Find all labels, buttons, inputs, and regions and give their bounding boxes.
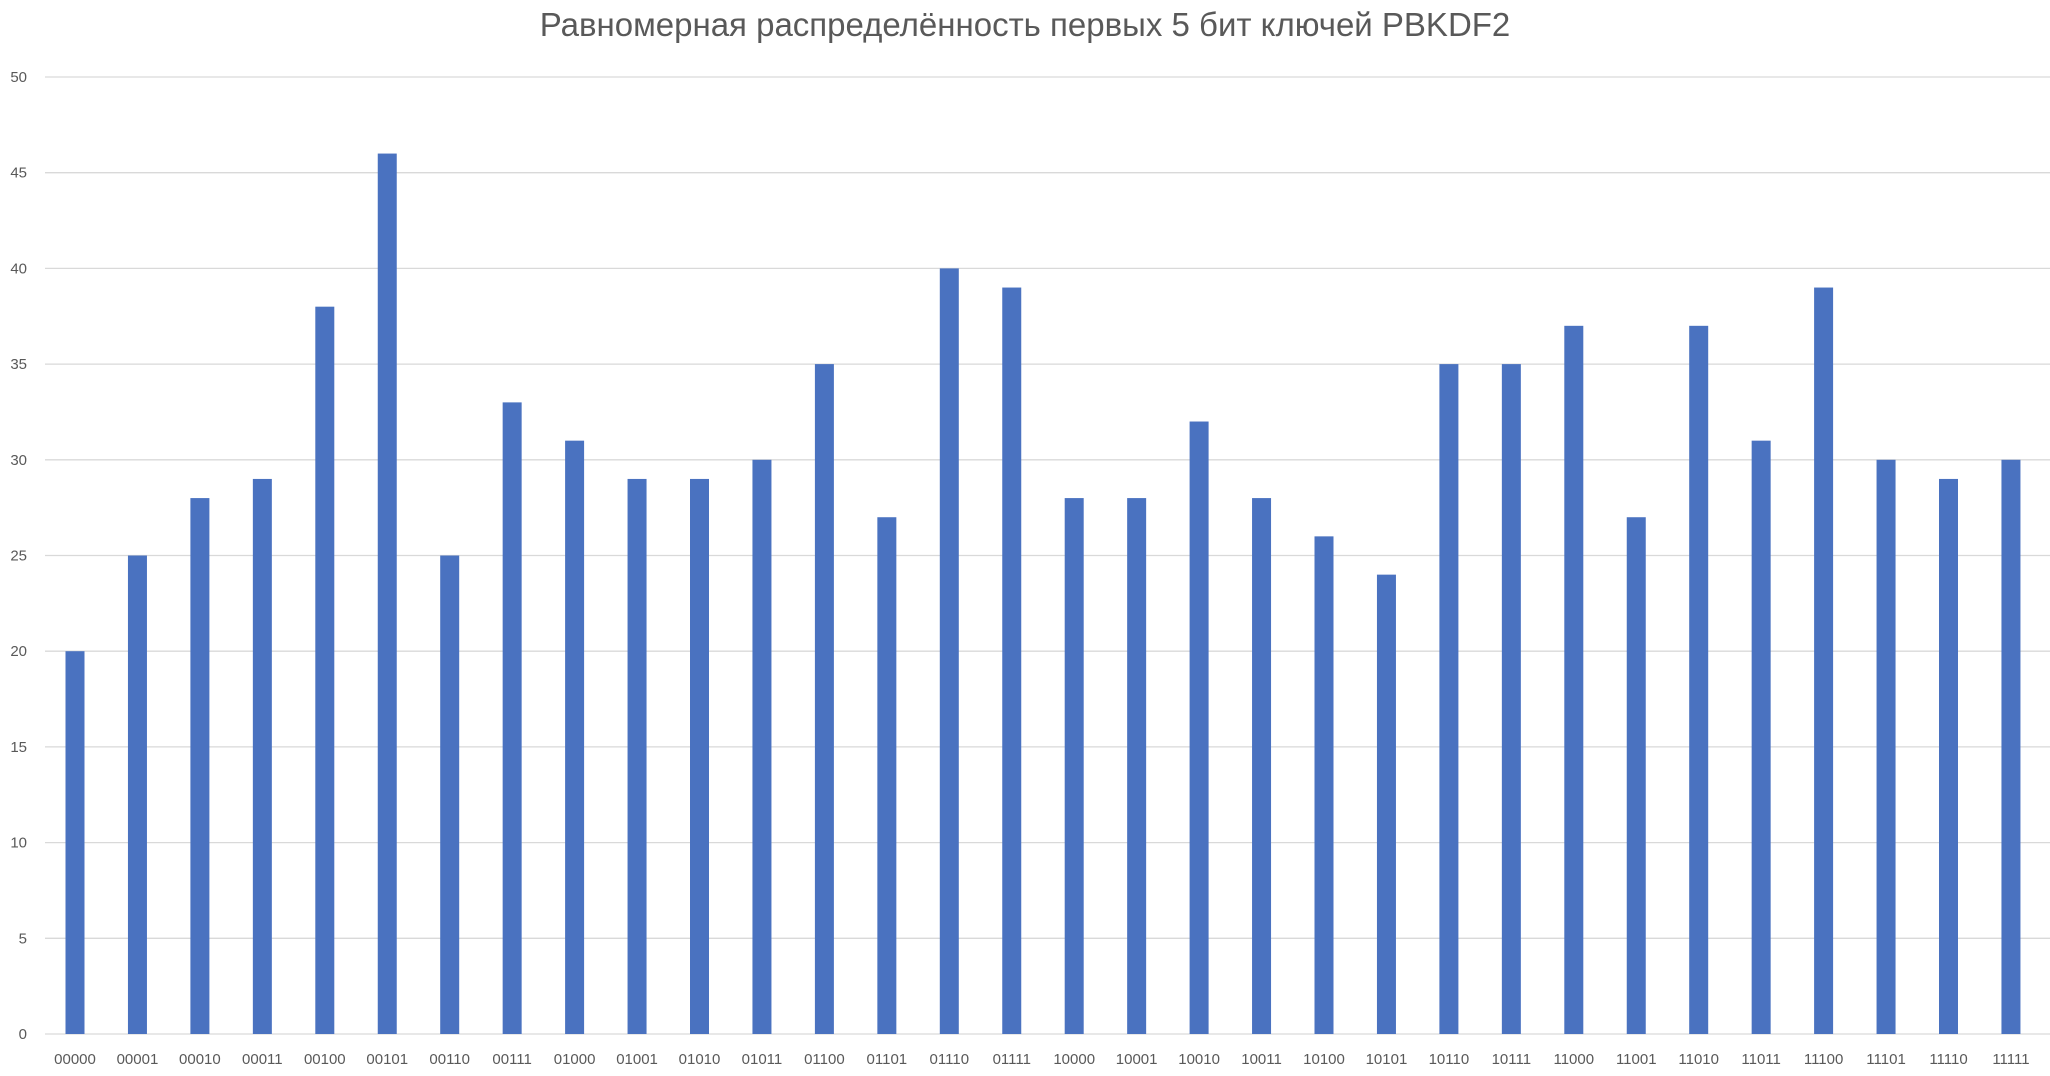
bar-01001 xyxy=(627,478,647,1034)
bar-10010 xyxy=(1189,421,1209,1034)
bar-11001 xyxy=(1626,517,1646,1034)
x-tick-label: 10111 xyxy=(1492,1051,1532,1068)
y-axis-ticks: 0 5 10 15 20 25 30 35 40 45 50 xyxy=(10,69,27,1043)
x-tick-label: 10101 xyxy=(1366,1051,1408,1068)
bar-01110 xyxy=(939,268,959,1034)
x-tick-label: 00010 xyxy=(179,1051,221,1068)
bar-10000 xyxy=(1064,498,1084,1035)
x-tick-label: 10000 xyxy=(1053,1051,1095,1068)
x-tick-label: 10110 xyxy=(1429,1051,1470,1068)
x-tick-label: 01011 xyxy=(742,1051,783,1068)
x-tick-label: 11001 xyxy=(1616,1051,1657,1068)
bar-01010 xyxy=(690,478,709,1034)
bar-11000 xyxy=(1564,325,1584,1034)
x-tick-label: 00001 xyxy=(117,1051,159,1068)
y-tick-label: 15 xyxy=(10,739,27,756)
x-tick-label: 00100 xyxy=(304,1051,346,1068)
bar-10001 xyxy=(1127,498,1147,1035)
bar-10111 xyxy=(1501,364,1521,1035)
bar-00110 xyxy=(440,555,460,1034)
bar-00000 xyxy=(65,651,85,1034)
x-tick-label: 11111 xyxy=(1992,1051,2029,1068)
y-tick-label: 10 xyxy=(10,835,27,852)
x-tick-label: 11101 xyxy=(1866,1051,1906,1068)
bar-11101 xyxy=(1876,459,1896,1034)
x-tick-label: 01001 xyxy=(616,1051,658,1068)
x-tick-label: 00101 xyxy=(366,1051,408,1068)
x-tick-label: 01010 xyxy=(679,1051,721,1068)
x-tick-label: 01100 xyxy=(804,1051,845,1068)
bar-11010 xyxy=(1689,325,1709,1034)
y-tick-label: 40 xyxy=(10,260,27,277)
y-tick-label: 50 xyxy=(10,69,27,86)
bar-11110 xyxy=(1939,478,1958,1034)
bar-10110 xyxy=(1439,364,1459,1035)
gridlines xyxy=(45,76,2050,1035)
x-tick-label: 00000 xyxy=(54,1051,96,1068)
y-tick-label: 45 xyxy=(10,165,27,182)
x-tick-label: 01110 xyxy=(930,1051,970,1068)
x-tick-label: 11011 xyxy=(1741,1051,1781,1068)
bar-10100 xyxy=(1314,536,1334,1034)
x-axis-ticks: 00000 00001 00010 00011 00100 00101 00110 00111… xyxy=(54,1051,2029,1068)
bar-00011 xyxy=(252,478,272,1034)
y-tick-label: 25 xyxy=(10,548,27,565)
x-tick-label: 10100 xyxy=(1303,1051,1345,1068)
bar-01101 xyxy=(877,517,897,1034)
y-tick-label: 20 xyxy=(10,643,27,660)
x-tick-label: 00011 xyxy=(242,1051,283,1068)
bar-01011 xyxy=(752,459,772,1034)
bar-01111 xyxy=(1002,287,1022,1034)
x-tick-label: 01101 xyxy=(867,1051,908,1068)
y-tick-label: 35 xyxy=(10,356,27,373)
bar-00101 xyxy=(377,153,397,1034)
bar-11011 xyxy=(1751,440,1771,1034)
bar-10101 xyxy=(1376,574,1396,1034)
x-tick-label: 00111 xyxy=(492,1051,532,1068)
bar-00111 xyxy=(502,402,522,1034)
bar-01100 xyxy=(814,364,834,1035)
x-tick-label: 11000 xyxy=(1553,1051,1594,1068)
x-tick-label: 10011 xyxy=(1241,1051,1282,1068)
x-tick-label: 10010 xyxy=(1178,1051,1220,1068)
x-tick-label: 11010 xyxy=(1678,1051,1719,1068)
bar-00010 xyxy=(190,498,210,1035)
x-tick-label: 01111 xyxy=(993,1051,1031,1068)
bar-10011 xyxy=(1252,498,1272,1035)
chart-title: Равномерная распределённость первых 5 би… xyxy=(539,6,1511,43)
x-tick-label: 10001 xyxy=(1116,1051,1158,1068)
y-tick-label: 5 xyxy=(19,930,27,947)
y-tick-label: 30 xyxy=(10,452,27,469)
x-tick-label: 11110 xyxy=(1929,1051,1967,1068)
x-tick-label: 00110 xyxy=(429,1051,470,1068)
bar-00001 xyxy=(127,555,147,1034)
bar-11100 xyxy=(1814,287,1834,1034)
x-tick-label: 01000 xyxy=(554,1051,596,1068)
x-tick-label: 11100 xyxy=(1804,1051,1844,1068)
bars xyxy=(65,153,2021,1035)
bar-00100 xyxy=(315,306,335,1034)
y-tick-label: 0 xyxy=(19,1026,27,1043)
bar-11111 xyxy=(2001,459,2021,1034)
bar-01000 xyxy=(565,440,585,1034)
